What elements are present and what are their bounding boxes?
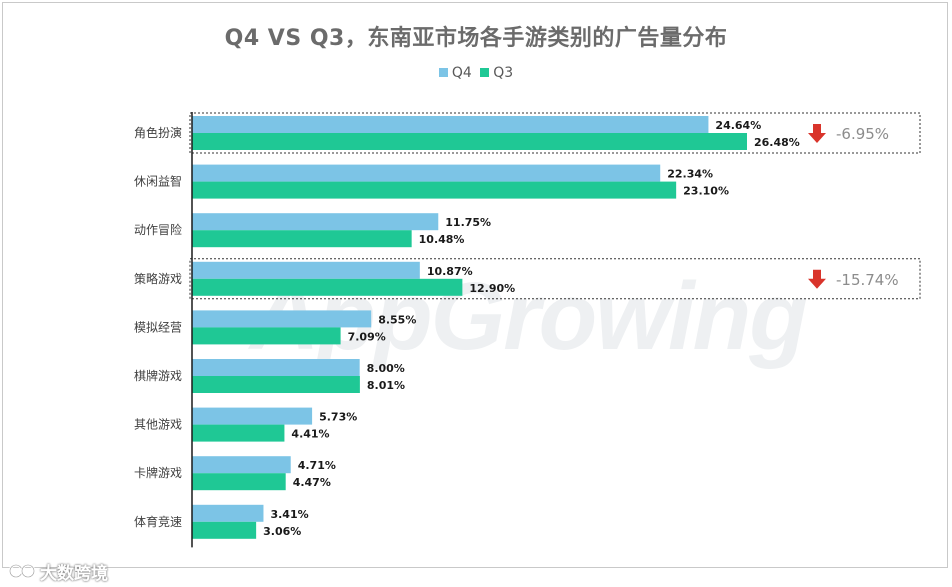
highlight-box [189,112,921,154]
bar-q3 [192,278,463,296]
data-label-q3: 10.48% [419,233,465,246]
bar-q4 [192,359,360,376]
data-label-q4: 4.71% [298,459,336,472]
bar-q3 [192,181,677,199]
bar-q3 [192,424,285,442]
legend-label-q3: Q3 [493,65,514,81]
data-label-q3: 4.47% [293,476,331,489]
category-label: 体育竞速 [134,514,182,529]
bar-q3 [192,133,747,150]
bar-q4 [192,310,372,328]
data-label-q3: 26.48% [754,136,800,149]
category-label: 角色扮演 [134,125,182,140]
data-label-q4: 22.34% [667,168,713,181]
bar-q3 [192,327,341,345]
down-arrow-icon [808,124,826,143]
data-label-q4: 5.73% [319,411,357,424]
data-label-q4: 8.55% [378,313,416,326]
category-label: 休闲益智 [134,174,182,189]
footer-brand: 大数跨境 [40,564,108,584]
highlight-box [189,258,921,300]
change-annotation: -6.95% [836,125,889,143]
chart-frame [2,2,948,568]
bar-q4 [192,504,264,522]
data-label-q4: 8.00% [367,362,405,375]
legend: Q4 Q3 [0,65,952,81]
bar-q4 [192,456,291,474]
bar-q4 [192,213,439,231]
bar-q3 [192,473,286,491]
bar-q3 [192,376,360,393]
data-label-q4: 3.41% [270,508,308,521]
bar-q4 [192,116,709,133]
bar-q4 [192,261,420,279]
bar-q4 [192,407,313,425]
category-label: 模拟经营 [134,320,182,334]
legend-item-q4: Q4 [438,65,472,81]
bar-q3 [192,230,412,248]
category-label: 动作冒险 [134,222,182,237]
data-label-q4: 24.64% [715,119,761,132]
down-arrow-icon [808,269,826,289]
data-label-q3: 4.41% [291,428,329,441]
chart-title: Q4 VS Q3，东南亚市场各手游类别的广告量分布 [224,26,728,51]
change-annotation: -15.74% [836,271,899,289]
category-label: 棋牌游戏 [134,369,182,383]
data-label-q4: 10.87% [427,265,473,278]
data-label-q3: 3.06% [263,525,301,538]
legend-swatch-q4 [438,67,448,77]
bar-q3 [192,521,257,539]
legend-label-q4: Q4 [451,65,472,81]
data-label-q4: 11.75% [445,216,491,229]
data-label-q3: 23.10% [683,185,729,198]
category-label: 策略游戏 [134,271,182,286]
legend-swatch-q3 [480,67,490,77]
bar-q4 [192,164,661,182]
data-label-q3: 12.90% [469,282,515,295]
category-label: 其他游戏 [134,418,182,432]
brand-logo-icon [8,563,36,579]
data-label-q3: 7.09% [348,330,386,343]
data-label-q3: 8.01% [367,379,405,392]
category-label: 卡牌游戏 [134,466,182,480]
legend-item-q3: Q3 [480,65,513,81]
